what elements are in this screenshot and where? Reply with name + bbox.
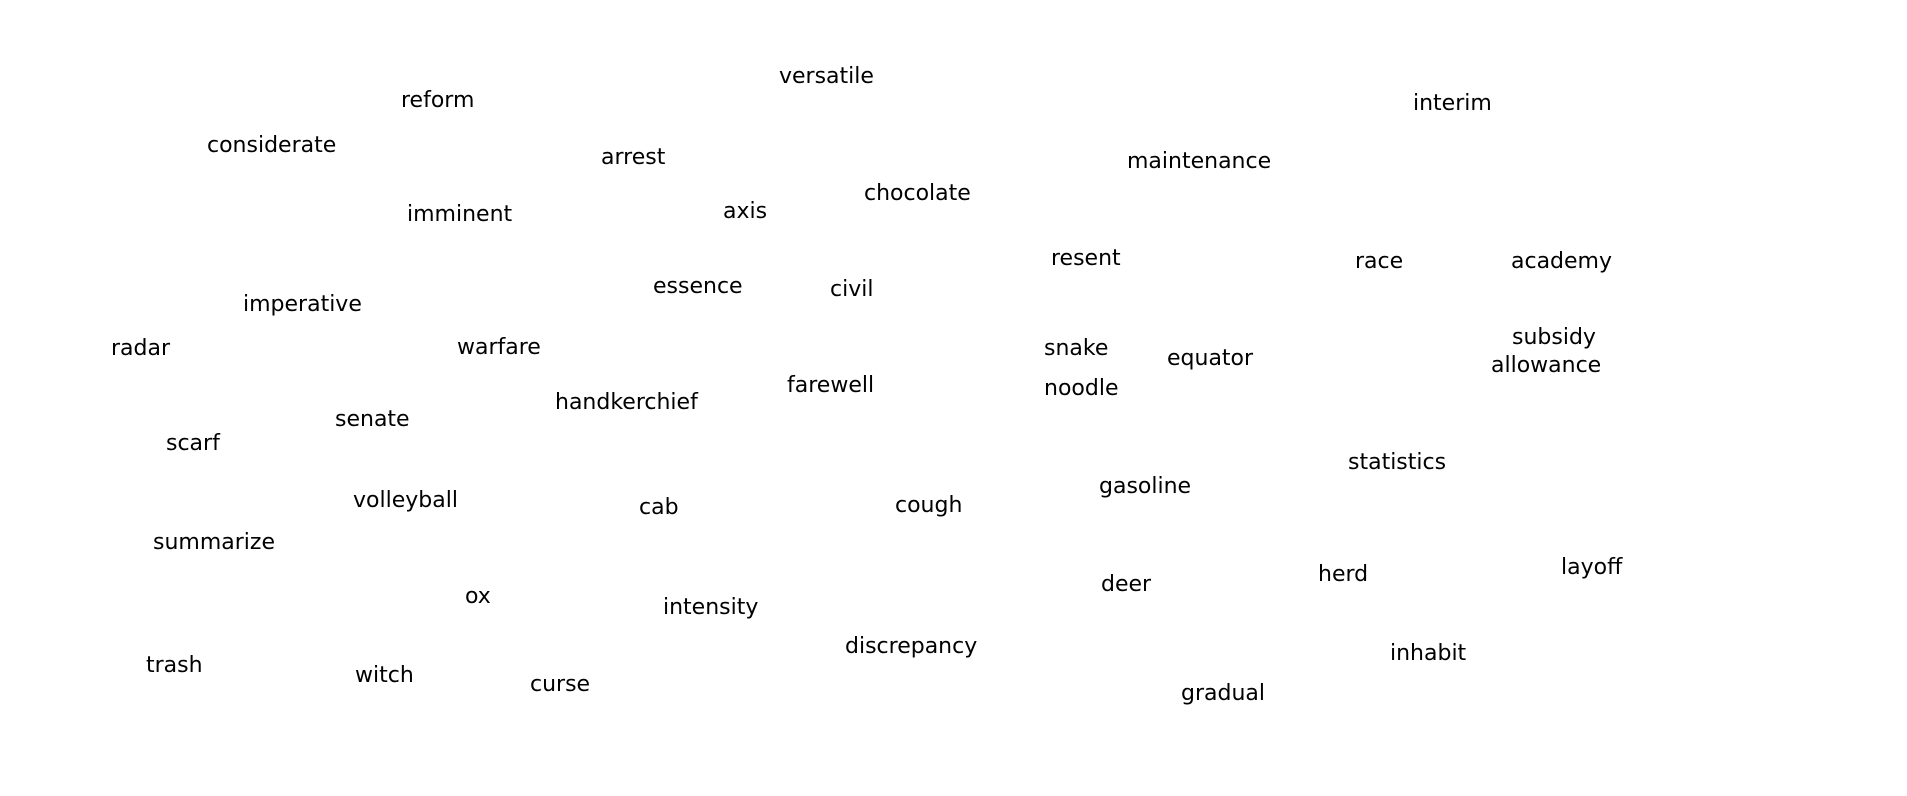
word-label: warfare (457, 335, 541, 360)
word-label: noodle (1044, 376, 1119, 401)
word-label: layoff (1561, 555, 1623, 580)
word-label: farewell (787, 373, 875, 398)
word-label: chocolate (864, 181, 971, 206)
word-label: essence (653, 274, 743, 299)
word-label: versatile (779, 64, 874, 89)
word-label: allowance (1491, 353, 1602, 378)
word-label: civil (830, 277, 874, 302)
word-label: race (1355, 249, 1404, 274)
word-label: imminent (407, 202, 513, 227)
word-label: axis (723, 199, 768, 224)
word-label: statistics (1348, 450, 1447, 475)
word-label: snake (1044, 336, 1109, 361)
word-label: inhabit (1390, 641, 1467, 666)
word-label: equator (1167, 346, 1254, 371)
word-label: witch (355, 663, 414, 688)
word-label: scarf (166, 431, 220, 456)
word-label: intensity (663, 595, 759, 620)
word-label: interim (1413, 91, 1492, 116)
word-label: considerate (207, 133, 337, 158)
word-label: trash (146, 653, 203, 678)
word-label: curse (530, 672, 591, 697)
word-label: ox (465, 584, 491, 609)
word-label: volleyball (353, 488, 458, 513)
word-label: summarize (153, 530, 275, 555)
word-label: senate (335, 407, 410, 432)
word-label: reform (401, 88, 475, 113)
word-label: deer (1101, 572, 1152, 597)
word-label: radar (111, 336, 171, 361)
word-label: herd (1318, 562, 1369, 587)
word-label: resent (1051, 246, 1121, 271)
word-label: cough (895, 493, 963, 518)
word-label: maintenance (1127, 149, 1272, 174)
word-label: gradual (1181, 681, 1265, 706)
word-label: discrepancy (845, 634, 978, 659)
word-label: handkerchief (555, 390, 698, 415)
word-label: subsidy (1512, 325, 1596, 350)
word-label: gasoline (1099, 474, 1192, 499)
word-label: cab (639, 495, 679, 520)
word-label: arrest (601, 145, 666, 170)
word-label: academy (1511, 249, 1613, 274)
word-label: imperative (243, 292, 362, 317)
